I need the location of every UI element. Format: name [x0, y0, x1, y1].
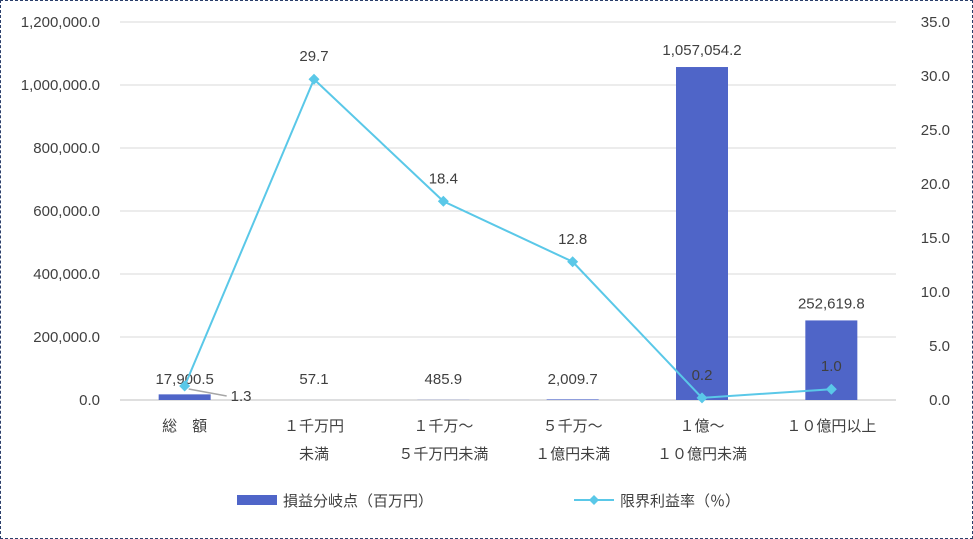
line-data-label: 29.7: [299, 48, 328, 65]
x-category-label: １０億円未満: [657, 446, 747, 463]
line-data-label: 1.3: [231, 388, 252, 405]
line-point-marker: [179, 380, 191, 392]
x-category-label: 総 額: [162, 418, 207, 435]
y-right-tick-label: 35.0: [921, 14, 950, 31]
x-category-label: ５千万～: [543, 418, 603, 435]
bar: [546, 399, 599, 400]
line-point-marker: [308, 73, 320, 85]
y-right-tick-label: 30.0: [921, 68, 950, 85]
bar-data-label: 252,619.8: [798, 295, 865, 312]
x-category-label: １千万～: [413, 418, 473, 435]
legend-label: 損益分岐点（百万円）: [283, 493, 433, 510]
y-left-tick-label: 1,200,000.0: [21, 14, 100, 31]
y-left-tick-label: 400,000.0: [33, 266, 100, 283]
line-point-marker: [696, 392, 708, 404]
bar-data-label: 2,009.7: [548, 371, 598, 388]
line-data-label: 0.2: [692, 367, 713, 384]
bar: [676, 67, 728, 400]
bar-data-label: 1,057,054.2: [662, 42, 741, 59]
data-label-leader: [188, 388, 227, 397]
legend-bar-swatch: [237, 495, 277, 505]
x-category-label: １０億円以上: [786, 418, 876, 435]
y-right-tick-label: 5.0: [929, 338, 950, 355]
line-data-label: 12.8: [558, 231, 587, 248]
y-right-tick-label: 15.0: [921, 230, 950, 247]
x-category-label: 未満: [299, 446, 329, 463]
y-right-tick-label: 20.0: [921, 176, 950, 193]
legend-label: 限界利益率（％）: [620, 493, 740, 510]
x-category-label: １億円未満: [535, 446, 610, 463]
y-left-tick-label: 200,000.0: [33, 329, 100, 346]
x-category-label: １千万円: [284, 418, 344, 435]
y-right-tick-label: 10.0: [921, 284, 950, 301]
y-right-tick-label: 25.0: [921, 122, 950, 139]
line-data-label: 1.0: [821, 358, 842, 375]
bar-data-label: 17,900.5: [155, 371, 213, 388]
y-left-tick-label: 800,000.0: [33, 140, 100, 157]
bar: [158, 394, 211, 400]
line-point-marker: [437, 195, 449, 207]
line-point-marker: [825, 383, 837, 395]
y-left-tick-label: 1,000,000.0: [21, 77, 100, 94]
line-data-label: 18.4: [429, 170, 458, 187]
legend-marker-icon: [589, 495, 599, 505]
line-point-marker: [567, 256, 579, 268]
bar-data-label: 57.1: [299, 371, 328, 388]
x-category-label: １億～: [679, 418, 724, 435]
y-left-tick-label: 0.0: [79, 392, 100, 409]
bar-data-label: 485.9: [425, 371, 463, 388]
y-right-tick-label: 0.0: [929, 392, 950, 409]
line-series: [183, 77, 832, 399]
x-category-label: ５千万円未満: [398, 446, 488, 463]
y-left-tick-label: 600,000.0: [33, 203, 100, 220]
